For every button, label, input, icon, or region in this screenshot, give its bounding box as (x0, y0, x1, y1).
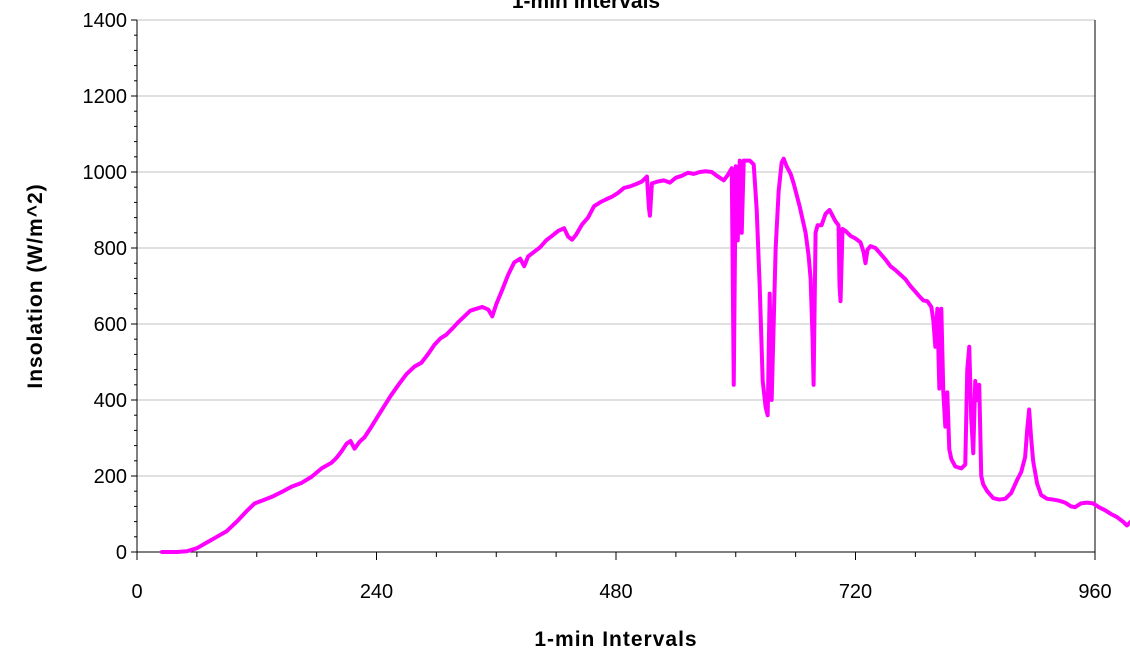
x-tick-label: 240 (360, 581, 393, 603)
y-tick-label: 1200 (83, 86, 128, 108)
y-tick-label: 600 (94, 314, 127, 336)
y-tick-labels: 0 200 400 600 800 1000 1200 1400 (83, 10, 128, 564)
x-tick-label: 0 (131, 581, 142, 603)
y-tick-label: 200 (94, 466, 127, 488)
x-tick-label: 480 (599, 581, 632, 603)
x-tick-label: 720 (839, 581, 872, 603)
chart-title: 1-min Intervals (512, 0, 660, 13)
y-tick-label: 800 (94, 238, 127, 260)
y-tick-label: 1000 (83, 162, 128, 184)
insolation-series-line (159, 156, 1130, 554)
x-tick-label: 960 (1078, 581, 1111, 603)
y-tick-label: 0 (116, 542, 127, 564)
y-tick-label: 1400 (83, 10, 128, 32)
plot-area (137, 20, 1095, 552)
x-axis-title: 1-min Intervals (534, 628, 697, 651)
x-tick-labels: 0 240 480 720 960 (131, 581, 1111, 603)
y-tick-label: 400 (94, 390, 127, 412)
axes (131, 19, 1096, 560)
gridlines (137, 19, 1095, 477)
y-axis-title: Insolation (W/m^2) (24, 183, 47, 388)
